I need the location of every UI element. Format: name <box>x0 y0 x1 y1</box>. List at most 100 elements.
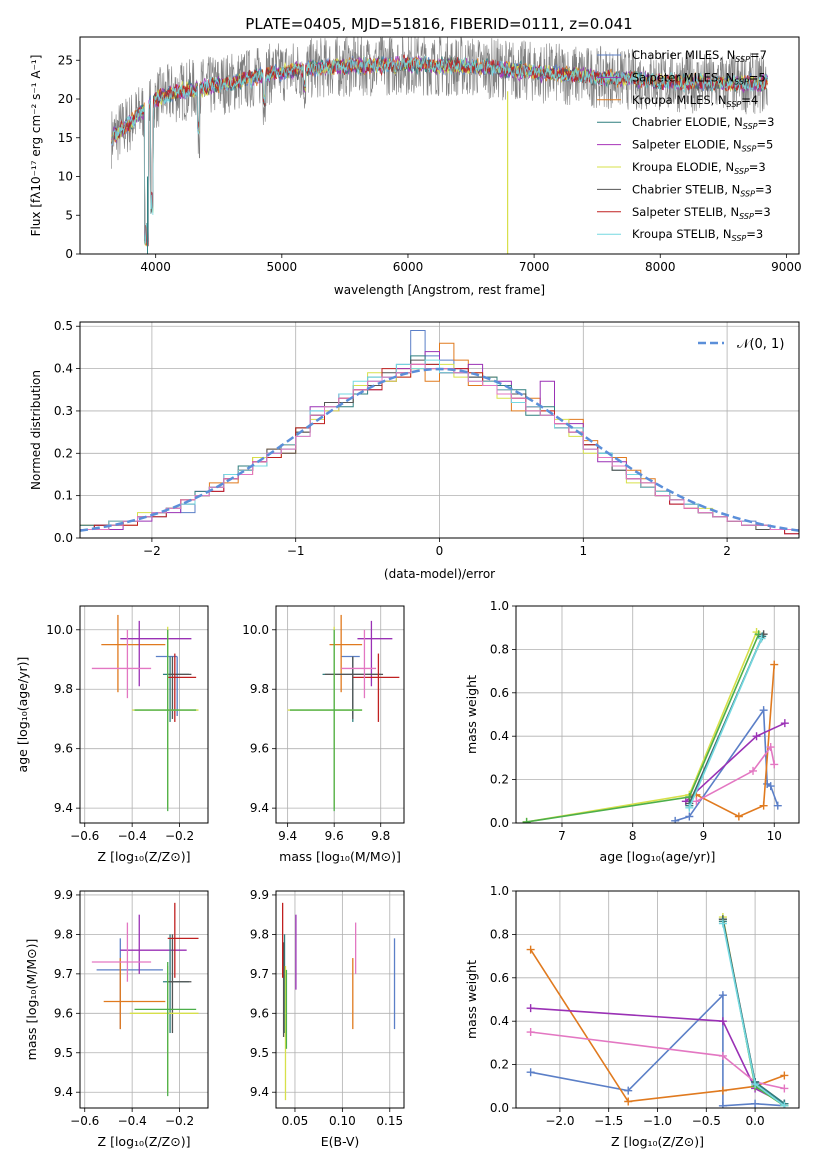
mass-vs-ebv-xlabel: E(B-V) <box>321 1134 360 1149</box>
plot-area <box>287 614 400 812</box>
y-tick-label: 9.4 <box>250 1085 269 1099</box>
x-tick-label: 0.05 <box>282 1114 309 1128</box>
errorbar-point <box>167 656 192 719</box>
y-tick-label: 0.5 <box>54 319 73 333</box>
errorbar-point <box>352 653 400 722</box>
legend-label-tail: =3 <box>754 205 771 219</box>
weight-marker <box>749 766 758 775</box>
y-tick-label: 0.2 <box>490 773 509 787</box>
weight-vs-age-ylabel: mass weight <box>464 675 479 754</box>
legend-label-tail: =4 <box>741 93 758 107</box>
plot-area <box>91 902 199 1097</box>
weight-marker <box>671 816 680 823</box>
residual-histogram <box>80 363 799 538</box>
legend-label-tail: =3 <box>758 115 775 129</box>
errorbar-point <box>167 934 192 1034</box>
weight-marker <box>718 1086 727 1095</box>
age-vs-z-xlabel: Z [log₁₀(Z/Z⊙)] <box>98 849 191 864</box>
mass-vs-z-axes: −0.6 −0.4 −0.2 9.4 9.5 9.6 9.7 9.8 9.9 <box>54 888 209 1128</box>
x-tick-label: 7 <box>558 829 566 843</box>
errorbar-point <box>91 922 152 982</box>
errorbar-point <box>101 614 166 693</box>
weight-vs-z-xlabel: Z [log₁₀(Z/Z⊙)] <box>611 1134 704 1149</box>
weight-marker <box>734 812 743 821</box>
weight-marker <box>692 797 701 806</box>
legend-label-main: Kroupa MILES, N <box>632 93 727 107</box>
normal-legend-label: 𝒩(0, 1) <box>737 337 784 352</box>
weight-marker <box>526 1028 535 1037</box>
x-tick-label: −0.2 <box>165 829 194 843</box>
weight-marker <box>751 1080 760 1089</box>
legend-label-sub: SSP <box>740 189 755 198</box>
legend-label-sub: SSP <box>742 145 757 154</box>
y-tick-label: 0.0 <box>490 816 509 830</box>
plot-area <box>91 614 199 812</box>
mass-vs-ebv-axes: 0.05 0.10 0.15 9.4 9.5 9.6 9.7 9.8 9.9 <box>250 888 405 1128</box>
weight-vs-z-axes: −2.0 −1.5 −1.0 −0.5 0.0 0.0 0.2 0.4 0.6 0.8 1.0 <box>490 884 800 1128</box>
weight-marker <box>780 1101 789 1108</box>
weight-marker <box>685 812 694 821</box>
y-tick-label: 20 <box>58 92 73 106</box>
mass-vs-z-ylabel: mass [log₁₀(M/M⊙)] <box>24 939 39 1061</box>
axes-frame <box>79 36 800 255</box>
weight-marker <box>718 1051 727 1060</box>
x-tick-label: −0.6 <box>70 829 99 843</box>
y-tick-label: 9.8 <box>54 682 73 696</box>
x-tick-label: 2 <box>723 544 731 558</box>
y-tick-label: 0.8 <box>490 927 509 941</box>
x-tick-label: 9.6 <box>325 829 344 843</box>
age-vs-mass-xlabel: mass [log₁₀(M/M⊙)] <box>279 849 401 864</box>
legend-label: Salpeter MILES, NSSP=5 <box>632 70 766 86</box>
weight-line <box>696 745 775 803</box>
axes-frame <box>275 605 405 824</box>
spectrum-ylabel: Flux [fλ10⁻¹⁷ erg cm⁻² s⁻¹ A⁻¹] <box>29 55 43 237</box>
legend-label-main: Salpeter MILES, N <box>632 70 734 84</box>
weight-series <box>692 743 779 806</box>
legend-label: Kroupa ELODIE, NSSP=3 <box>632 160 766 176</box>
x-tick-label: −0.6 <box>70 1114 99 1128</box>
legend-label-main: Chabrier STELIB, N <box>632 182 740 196</box>
legend-label-sub: SSP <box>727 100 742 109</box>
y-tick-label: 0.3 <box>54 404 73 418</box>
y-tick-label: 9.8 <box>250 682 269 696</box>
y-tick-label: 10.0 <box>46 623 73 637</box>
y-tick-label: 0.4 <box>54 362 73 376</box>
spectrum-data-line <box>111 37 768 247</box>
x-tick-label: −0.4 <box>118 829 147 843</box>
weight-marker <box>780 1071 789 1080</box>
y-tick-label: 25 <box>58 53 73 67</box>
weight-marker <box>718 1101 727 1108</box>
errorbar-point <box>341 629 377 699</box>
y-tick-label: 0.0 <box>490 1101 509 1115</box>
legend-label-sub: SSP <box>734 77 749 86</box>
weight-marker <box>766 782 775 791</box>
weight-line <box>696 664 775 818</box>
weight-marker <box>752 732 761 741</box>
x-tick-label: 6000 <box>393 260 424 274</box>
weight-marker <box>759 801 768 810</box>
legend-label-main: Salpeter STELIB, N <box>632 205 739 219</box>
legend-label: Chabrier STELIB, NSSP=3 <box>632 182 772 198</box>
legend-label-main: Kroupa STELIB, N <box>632 227 732 241</box>
legend-label-tail: =3 <box>755 182 772 196</box>
y-tick-label: 0.2 <box>490 1058 509 1072</box>
y-tick-label: 0.4 <box>490 729 509 743</box>
errorbar-point <box>167 902 199 978</box>
x-tick-label: 7000 <box>519 260 550 274</box>
weight-marker <box>718 991 727 1000</box>
legend-label: Chabrier MILES, NSSP=7 <box>632 48 767 64</box>
spectrum-model-line <box>111 55 768 247</box>
legend-label: Salpeter ELODIE, NSSP=5 <box>632 138 773 154</box>
y-tick-label: 9.4 <box>54 1085 73 1099</box>
x-tick-label: 10 <box>767 829 782 843</box>
x-tick-label: −0.2 <box>165 1114 194 1128</box>
errorbar-point <box>134 962 197 1097</box>
weight-marker <box>780 1084 789 1093</box>
x-tick-label: 4000 <box>140 260 171 274</box>
y-tick-label: 0.6 <box>490 971 509 985</box>
y-tick-label: 9.8 <box>54 927 73 941</box>
errorbar-point <box>134 629 197 812</box>
weight-marker <box>759 706 768 715</box>
weight-line <box>688 638 763 809</box>
